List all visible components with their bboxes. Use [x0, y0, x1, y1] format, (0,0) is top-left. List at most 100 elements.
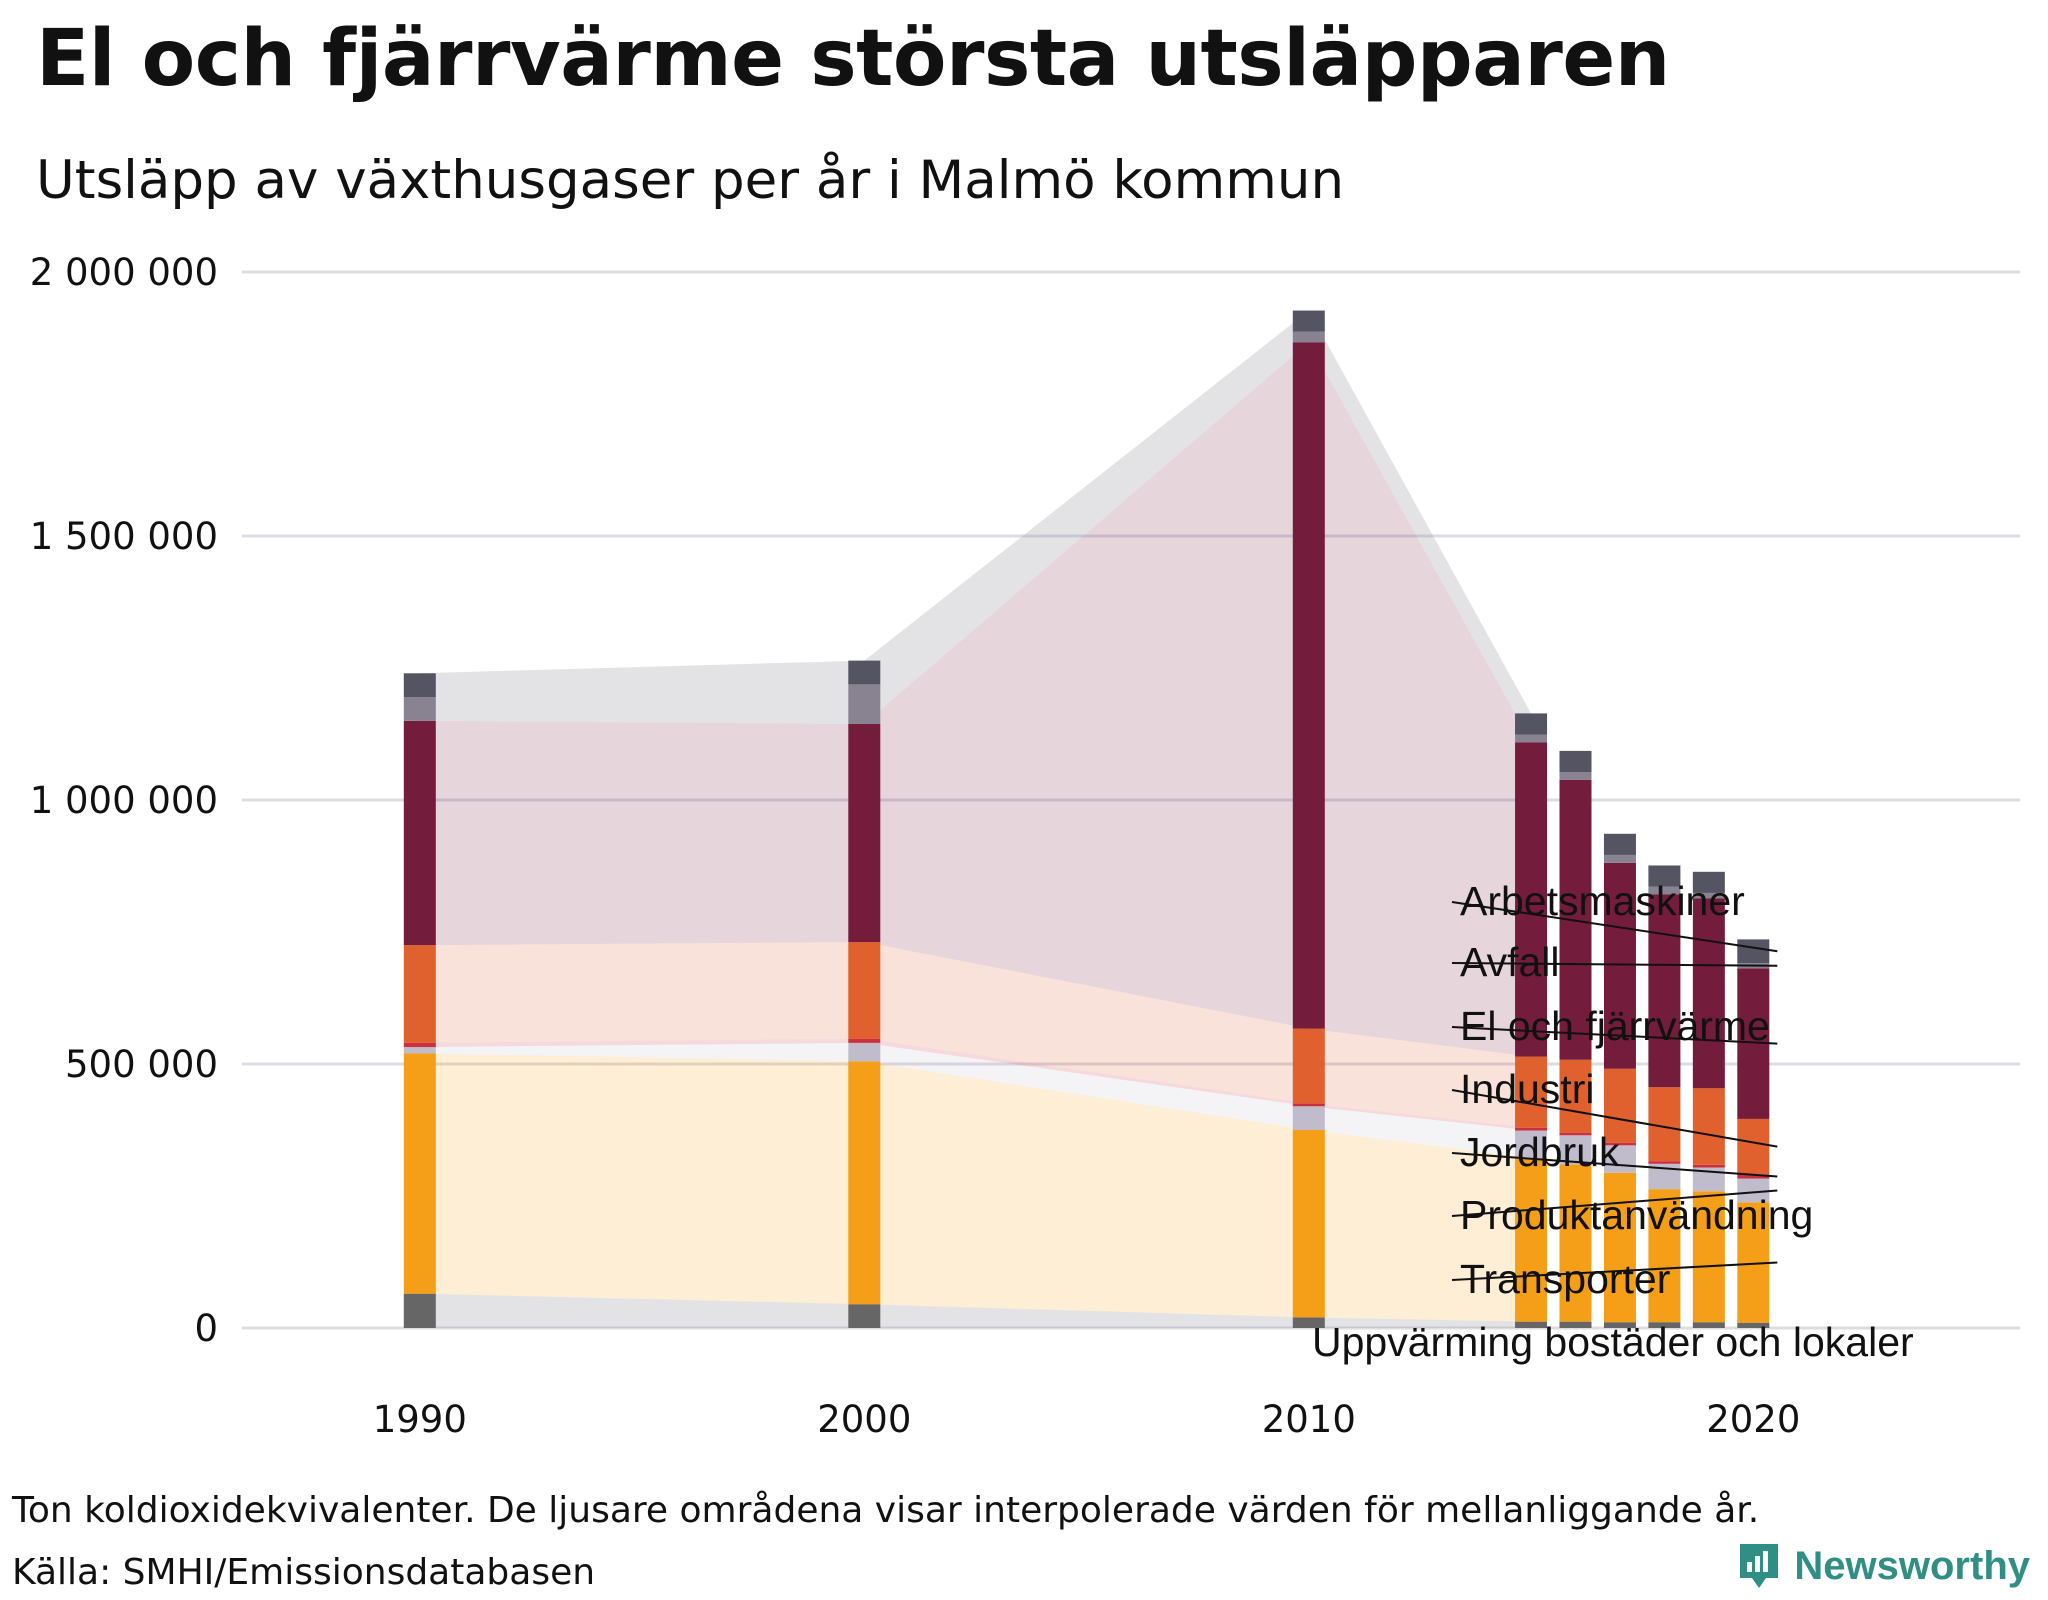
- bars: [403, 310, 1770, 1328]
- bar-segment: [1292, 310, 1325, 332]
- series-labels: Arbetsmaskiner Avfall El och fjärrvärme Ind…: [1312, 878, 1914, 1365]
- interpolated-area: [1308, 1317, 1532, 1328]
- bar-segment: [848, 684, 881, 724]
- bar-segment: [1515, 1157, 1548, 1322]
- interpolated-area: [864, 1304, 1309, 1328]
- bar-segment: [1515, 734, 1548, 743]
- label-leader-line: [1451, 1089, 1778, 1148]
- bar-segment: [1515, 713, 1548, 735]
- series-label: Avfall: [1460, 939, 1560, 985]
- bar-segment: [1692, 1167, 1725, 1192]
- bar-segment: [1292, 1130, 1325, 1318]
- label-leader-line: [1451, 1026, 1778, 1045]
- x-tick-label: 2010: [1262, 1398, 1356, 1441]
- bar-segment: [1692, 1164, 1725, 1168]
- bar-segment: [1692, 898, 1725, 1089]
- brand[interactable]: Newsworthy: [1736, 1540, 2030, 1592]
- interpolated-area: [419, 684, 865, 724]
- interpolated-area: [419, 720, 865, 946]
- bar-segment: [1603, 854, 1636, 863]
- bar-segment: [1559, 750, 1592, 773]
- bar-segment: [1292, 1106, 1325, 1130]
- brand-name: Newsworthy: [1794, 1543, 2030, 1588]
- interpolated-area: [864, 942, 1309, 1104]
- bar-segment: [848, 1061, 881, 1305]
- footer-source: Källa: SMHI/Emissionsdatabasen: [12, 1552, 596, 1593]
- series-label: Transporter: [1460, 1256, 1670, 1302]
- bar-segment: [403, 1293, 436, 1328]
- chart-subtitle: Utsläpp av växthusgaser per år i Malmö k…: [36, 150, 1345, 211]
- series-label: Arbetsmaskiner: [1460, 878, 1745, 924]
- bar-segment: [1559, 1321, 1592, 1328]
- interpolated-area: [1308, 1103, 1532, 1131]
- x-tick-label: 2000: [817, 1398, 911, 1441]
- bar-segment: [1648, 865, 1681, 887]
- bar-segment: [1648, 894, 1681, 1088]
- series-label: Jordbruk: [1460, 1129, 1620, 1175]
- bar-segment: [848, 1304, 881, 1328]
- label-leader-line: [1451, 1189, 1778, 1217]
- series-label: Produktanvändning: [1460, 1192, 1813, 1238]
- interpolated-area: [864, 310, 1309, 685]
- bar-segment: [1737, 1322, 1770, 1328]
- footer-note: Ton koldioxidekvivalenter. De ljusare om…: [12, 1490, 1760, 1531]
- interpolated-area: [1308, 1130, 1532, 1322]
- x-tick-label: 1990: [373, 1398, 467, 1441]
- bar-segment: [1559, 1135, 1592, 1165]
- interpolated-area: [864, 342, 1309, 1029]
- bar-segment: [848, 1042, 881, 1062]
- bar-segment: [848, 723, 881, 943]
- bar-segment: [403, 720, 436, 946]
- bar-segment: [1603, 1145, 1636, 1173]
- bar-segment: [1648, 1322, 1681, 1328]
- label-leader-line: [1451, 1261, 1778, 1281]
- interpolated-area: [1308, 1028, 1532, 1128]
- bar-segment: [1292, 1317, 1325, 1328]
- bar-segment: [1292, 1028, 1325, 1104]
- y-tick-label: 500 000: [65, 1043, 218, 1086]
- bar-segment: [1515, 742, 1548, 1057]
- bar-segment: [1737, 1118, 1770, 1175]
- bar-segment: [1692, 1191, 1725, 1323]
- bar-segment: [1559, 1059, 1592, 1133]
- bar-segment: [1292, 342, 1325, 1029]
- bar-segment: [1648, 1161, 1681, 1164]
- interpolated-area: [419, 660, 865, 698]
- bar-segment: [1603, 833, 1636, 855]
- label-leader-line: [1451, 1152, 1778, 1178]
- bar-segment: [1692, 1322, 1725, 1328]
- bar-segment: [848, 942, 881, 1039]
- bar-segment: [848, 660, 881, 685]
- bar-segment: [1292, 331, 1325, 343]
- bar-segment: [1737, 1174, 1770, 1179]
- bar-segment: [403, 1047, 436, 1054]
- x-tick-label: 2020: [1706, 1398, 1800, 1441]
- bar-segment: [403, 673, 436, 698]
- bar-segment: [1648, 1189, 1681, 1323]
- interpolated-area: [419, 1042, 865, 1062]
- y-axis-tick-labels: 0 500 000 1 000 000 1 500 000 2 000 000: [30, 251, 218, 1350]
- interpolated-area: [1308, 331, 1532, 743]
- interpolated-area: [1308, 1106, 1532, 1158]
- bar-segment: [1515, 1127, 1548, 1131]
- bar-segment: [848, 1038, 881, 1043]
- bar-segment: [403, 1042, 436, 1048]
- bar-segment: [1603, 1172, 1636, 1323]
- newsworthy-logo-icon: [1740, 1544, 1779, 1588]
- bar-segment: [1737, 939, 1770, 964]
- bar-segment: [1515, 1321, 1548, 1328]
- interpolated-area: [419, 942, 865, 1043]
- bar-segment: [1603, 1068, 1636, 1143]
- interpolated-area: [419, 1038, 865, 1048]
- bar-segment: [1692, 1088, 1725, 1165]
- interpolated-area: [1308, 310, 1532, 735]
- series-label: Industri: [1460, 1066, 1594, 1112]
- interpolated-areas: [419, 310, 1532, 1328]
- bar-segment: [1603, 1322, 1636, 1328]
- bar-segment: [1559, 1132, 1592, 1136]
- chart-title: El och fjärrvärme största utsläpparen: [36, 14, 1670, 104]
- interpolated-area: [864, 1061, 1309, 1318]
- bar-segment: [1515, 1056, 1548, 1128]
- y-tick-label: 2 000 000: [30, 251, 218, 294]
- bar-segment: [1737, 1178, 1770, 1203]
